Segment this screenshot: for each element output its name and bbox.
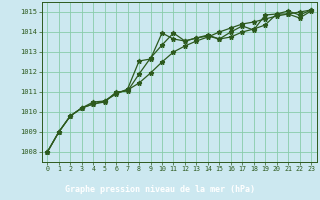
Text: Graphe pression niveau de la mer (hPa): Graphe pression niveau de la mer (hPa) [65,185,255,194]
